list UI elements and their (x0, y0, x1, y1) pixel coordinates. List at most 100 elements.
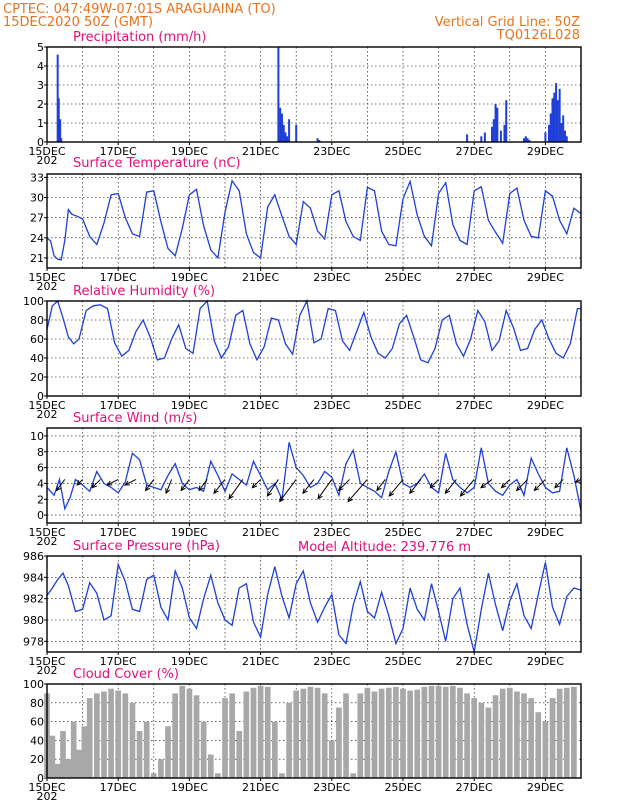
x-tick-label: 15DEC (28, 655, 65, 668)
cloud-cover-bar (122, 693, 129, 778)
panel-frame (46, 300, 582, 397)
panel-title: Cloud Cover (%) (73, 667, 179, 682)
cloud-cover-bar (158, 759, 164, 778)
wind-arrow (501, 479, 511, 489)
wind-arrow-head (388, 490, 395, 497)
wind-arrow-head (213, 488, 219, 495)
wind-arrow-head (106, 480, 113, 486)
x-tick-label: 29DEC (527, 145, 564, 158)
x-tick-label: 17DEC (100, 655, 137, 668)
x-tick-label: 25DEC (384, 781, 421, 794)
cloud-cover-bar (193, 695, 200, 778)
wind-arrow-head (515, 485, 522, 492)
precip-bar (558, 88, 561, 142)
wind-series-line (46, 442, 582, 512)
x-tick-label: 25DEC (384, 655, 421, 668)
x-tick-label: 23DEC (313, 271, 350, 284)
precip-bar (503, 124, 506, 142)
precip-bar (544, 132, 547, 142)
y-tick-label: 33 (30, 171, 44, 184)
vertical-grid-note: Vertical Grid Line: 50Z (435, 15, 580, 30)
x-tick-label: 29DEC (527, 655, 564, 668)
y-tick-label: 20 (30, 753, 44, 766)
wind-arrow-head (55, 485, 62, 492)
x-year-sublabel: 202 (37, 408, 58, 421)
x-year-sublabel: 202 (37, 664, 58, 677)
wind-arrow-head (480, 483, 487, 489)
y-tick-label: 982 (23, 593, 44, 606)
x-tick-label: 17DEC (100, 526, 137, 539)
cloud-cover-bar (471, 698, 478, 778)
precip-bar (282, 124, 285, 142)
x-tick-label: 19DEC (171, 271, 208, 284)
x-tick-label: 27DEC (456, 781, 493, 794)
x-tick-label: 23DEC (313, 526, 350, 539)
cloud-cover-bar (207, 754, 214, 778)
precip-bar (60, 138, 63, 142)
panel-frame (46, 46, 582, 143)
precip-bar (288, 119, 291, 142)
cloud-cover-bar (514, 691, 520, 778)
precip-bar (565, 136, 568, 142)
cloud-cover-bar (449, 685, 456, 778)
panel-title: Surface Temperature (nC) (73, 156, 241, 171)
cloud-cover-bar (364, 687, 371, 778)
wind-arrow-head (429, 482, 436, 489)
wind-arrow-head (123, 480, 131, 486)
pressure-series-line (46, 562, 582, 653)
x-tick-label: 17DEC (100, 145, 137, 158)
y-tick-label: 8 (37, 446, 44, 459)
precip-bar (524, 136, 527, 142)
y-tick-label: 20 (30, 371, 44, 384)
precip-bar (277, 47, 280, 142)
cloud-cover-bar (81, 726, 88, 778)
y-tick-label: 3 (37, 79, 44, 92)
x-tick-label: 29DEC (527, 271, 564, 284)
wind-arrow-head (337, 485, 344, 492)
precip-bar (563, 130, 566, 142)
x-tick-label: 29DEC (527, 526, 564, 539)
wind-arrow-head (279, 496, 285, 503)
wind-arrow-head (347, 496, 353, 503)
precip-bar (523, 138, 526, 142)
y-tick-label: 4 (37, 477, 44, 490)
cloud-cover-bar (186, 688, 193, 778)
cloud-cover-bar (257, 685, 264, 778)
x-tick-label: 21DEC (242, 145, 279, 158)
cloud-cover-bar (343, 693, 349, 778)
y-tick-label: 100 (23, 295, 44, 308)
cloud-cover-bar (328, 740, 335, 778)
panel-title: Precipitation (mm/h) (73, 30, 206, 45)
precip-bar (555, 83, 558, 142)
cloud-cover-bar (271, 721, 278, 778)
wind-arrow (534, 479, 546, 491)
wind-arrow-head (376, 485, 382, 492)
cloud-cover-bar (136, 731, 143, 778)
cloud-cover-bar (60, 731, 66, 778)
cloud-cover-bar (243, 691, 250, 778)
cloud-cover-bar (108, 688, 114, 778)
panel-frame (46, 173, 582, 269)
wind-arrow (124, 479, 137, 486)
y-tick-label: 6 (37, 462, 44, 475)
cloud-cover-bar (457, 687, 463, 778)
precip-bar (295, 124, 298, 142)
x-tick-label: 23DEC (313, 781, 350, 794)
cloud-cover-bar (314, 687, 321, 778)
cloud-cover-bar (378, 688, 385, 778)
cloud-cover-bar (542, 721, 549, 778)
precip-bar (505, 100, 508, 142)
cloud-cover-bar (535, 712, 542, 778)
y-tick-label: 0 (37, 390, 44, 403)
precip-bar (499, 130, 502, 142)
cloud-cover-bar (549, 698, 556, 778)
wind-arrow-head (228, 493, 234, 500)
wind-arrow-head (302, 488, 308, 495)
wind-arrow (279, 479, 297, 502)
wind-arrow (302, 479, 315, 494)
cloud-cover-bar (293, 690, 300, 778)
wind-arrow-head (165, 488, 171, 495)
wind-arrow (338, 479, 350, 491)
cloud-cover-bar (385, 687, 392, 778)
y-tick-label: 0 (37, 509, 44, 522)
